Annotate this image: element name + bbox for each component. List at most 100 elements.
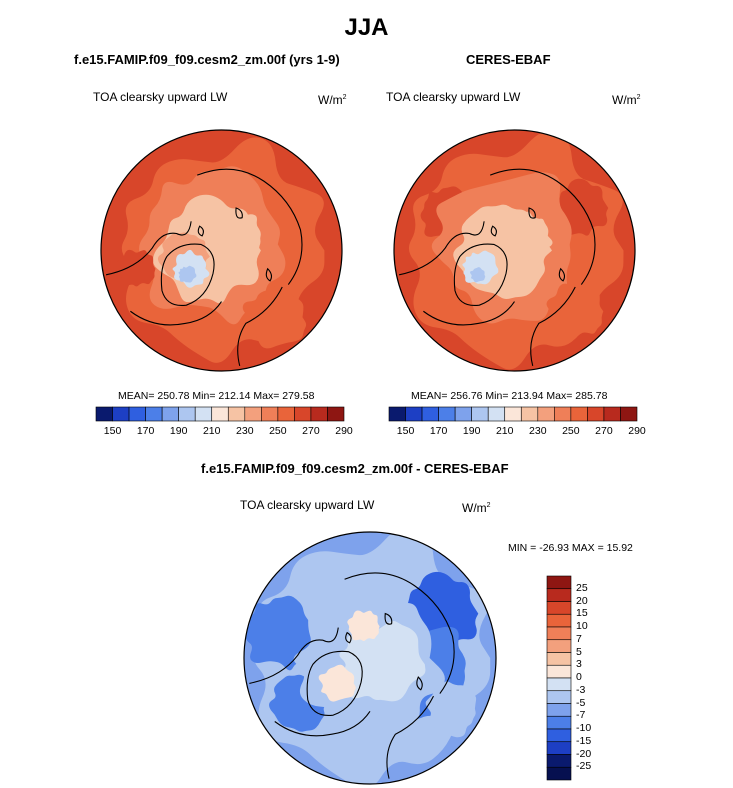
- colorbar-tick-label: 230: [529, 425, 547, 437]
- colorbar-swatch: [546, 741, 572, 755]
- coastline: [490, 225, 497, 237]
- colorbar-swatch: [277, 406, 295, 422]
- panel3-units: W/m2: [462, 501, 491, 515]
- panel2-variable: TOA clearsky upward LW: [386, 90, 521, 104]
- colorbar-swatch: [546, 677, 572, 692]
- coastline: [130, 301, 222, 326]
- colorbar-swatch: [587, 406, 605, 422]
- contour-region: [470, 267, 486, 283]
- coastline: [384, 612, 393, 625]
- panel3-heading: f.e15.FAMIP.f09_f09.cesm2_zm.00f - CERES…: [201, 461, 509, 476]
- coastline: [453, 243, 508, 307]
- colorbar-swatch: [128, 406, 146, 422]
- colorbar-swatch: [194, 406, 213, 422]
- colorbar-tick-label: 150: [103, 425, 122, 437]
- colorbar-swatch: [554, 406, 572, 422]
- panel2-units: W/m2: [612, 93, 641, 107]
- coastline: [265, 267, 273, 282]
- colorbar-tick-label: 7: [576, 632, 582, 645]
- coastline: [249, 627, 339, 684]
- colorbar-swatch: [227, 406, 246, 422]
- contour-region: [214, 214, 261, 265]
- colorbar-swatch: [487, 406, 506, 422]
- colorbar-tick-label: 15: [576, 607, 588, 620]
- colorbar-swatch: [546, 639, 572, 653]
- colorbar-tick-label: 290: [335, 425, 353, 437]
- contour-region: [242, 285, 307, 349]
- colorbar-swatch: [421, 406, 439, 422]
- panel3-stats: MIN = -26.93 MAX = 15.92: [508, 542, 633, 554]
- contour-region: [425, 681, 477, 738]
- colorbar-tick-label: 270: [302, 425, 320, 437]
- coastline: [274, 711, 371, 737]
- colorbar-swatch: [620, 406, 638, 422]
- colorbar-swatch: [388, 406, 406, 422]
- colorbar-swatch: [454, 406, 472, 422]
- colorbar-swatch: [603, 406, 621, 422]
- colorbar-tick-label: 25: [576, 581, 588, 594]
- colorbar-swatch: [546, 613, 572, 628]
- colorbar-tick-label: 210: [495, 425, 514, 437]
- colorbar-tick-label: 150: [396, 425, 415, 437]
- panel3-polar-map: [243, 531, 497, 785]
- panel1-colorbar: [95, 406, 345, 422]
- colorbar-swatch: [244, 406, 262, 422]
- map-boundary: [393, 129, 636, 372]
- panel1-heading: f.e15.FAMIP.f09_f09.cesm2_zm.00f (yrs 1-…: [74, 52, 340, 67]
- colorbar-tick-label: 190: [169, 425, 188, 437]
- contour-region: [347, 610, 380, 642]
- panel1-polar-map: [100, 129, 343, 372]
- contour-region: [116, 249, 156, 287]
- contour-region: [318, 664, 356, 702]
- colorbar-swatch: [546, 575, 572, 590]
- colorbar-tick-label: -5: [576, 696, 586, 709]
- colorbar-swatch: [546, 588, 572, 602]
- coastline: [105, 221, 192, 276]
- colorbar-swatch: [471, 406, 489, 422]
- map-boundary: [243, 531, 497, 785]
- coastline: [345, 631, 352, 644]
- coastline: [416, 676, 423, 691]
- colorbar-swatch: [161, 406, 179, 422]
- colorbar-tick-label: 10: [576, 620, 588, 632]
- coastline: [489, 168, 596, 285]
- colorbar-tick-label: -25: [576, 760, 592, 773]
- coastline: [528, 207, 536, 219]
- coastline: [398, 221, 485, 276]
- panel2-stats: MEAN= 256.76 Min= 213.94 Max= 285.78: [411, 390, 608, 402]
- contour-region: [505, 211, 553, 261]
- colorbar-tick-label: -3: [576, 683, 586, 696]
- colorbar-swatch: [546, 766, 572, 781]
- coastline: [235, 207, 243, 219]
- contour-region: [178, 265, 197, 283]
- coastline: [196, 168, 303, 285]
- colorbar-tick-label: 250: [269, 425, 287, 437]
- colorbar-tick-label: -20: [576, 747, 592, 760]
- panel2-polar-map: [393, 129, 636, 372]
- contour-region: [546, 283, 604, 338]
- contour-region: [245, 595, 315, 671]
- colorbar-tick-label: -15: [576, 734, 592, 747]
- colorbar-swatch: [145, 406, 163, 422]
- colorbar-swatch: [546, 715, 572, 730]
- colorbar-swatch: [546, 728, 572, 743]
- colorbar-tick-label: 290: [628, 425, 646, 437]
- colorbar-swatch: [570, 406, 588, 422]
- colorbar-tick-label: 170: [429, 425, 448, 437]
- coastline: [197, 225, 204, 237]
- contour-region: [462, 250, 499, 285]
- panel3-colorbar: [546, 575, 572, 781]
- colorbar-swatch: [405, 406, 423, 422]
- coastline: [423, 301, 515, 326]
- colorbar-swatch: [504, 406, 522, 422]
- panel1-units: W/m2: [318, 93, 347, 107]
- colorbar-swatch: [546, 690, 572, 704]
- coastline: [344, 572, 455, 694]
- coastline: [386, 695, 434, 779]
- colorbar-tick-label: 3: [576, 658, 582, 671]
- colorbar-tick-label: 250: [562, 425, 580, 437]
- coastline: [306, 650, 363, 717]
- colorbar-swatch: [178, 406, 196, 422]
- colorbar-tick-label: -10: [576, 722, 592, 734]
- colorbar-swatch: [546, 703, 572, 717]
